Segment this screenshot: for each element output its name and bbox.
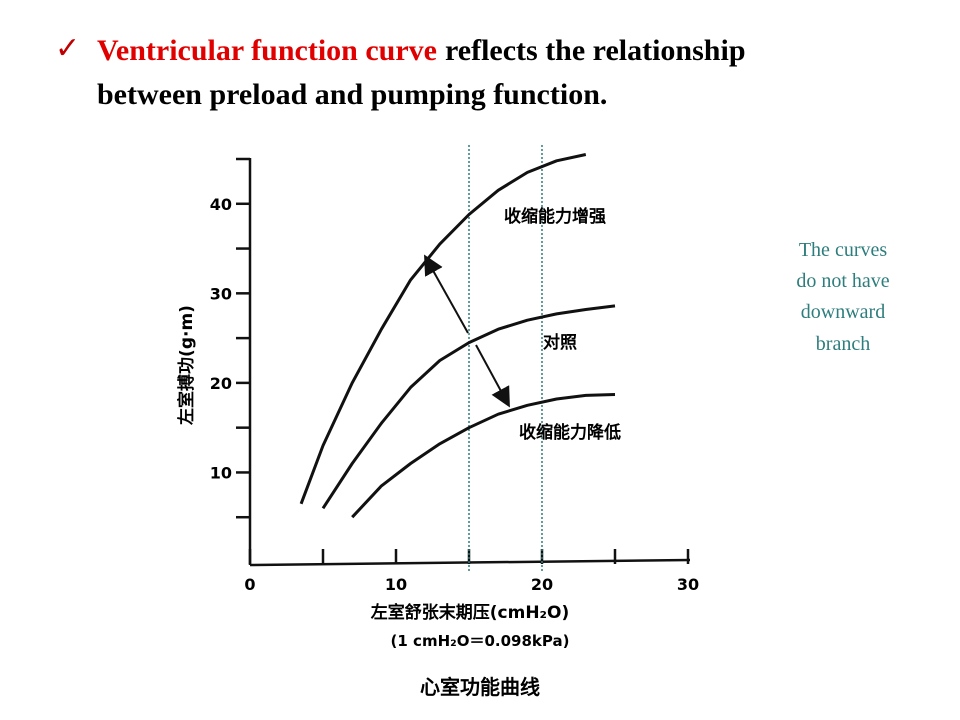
- y-tick-label: 20: [210, 374, 232, 393]
- bullet-line: Ventricular function curve reflects the r…: [97, 34, 746, 67]
- y-tick-label: 40: [210, 195, 232, 214]
- curve-label: 收缩能力增强: [504, 206, 606, 227]
- curve: [321, 304, 616, 510]
- note-line: downward: [801, 301, 885, 323]
- curve-label: 对照: [543, 332, 577, 353]
- y-tick-label: 10: [210, 463, 232, 482]
- x-tick-label: 0: [244, 575, 255, 594]
- x-axis-label: 左室舒张末期压(cmH₂O): [371, 602, 569, 623]
- curve: [351, 393, 616, 519]
- check-mark: ✓: [55, 31, 80, 66]
- chart-title: 心室功能曲线: [420, 675, 540, 699]
- arrow: [424, 254, 469, 334]
- curve-label: 收缩能力降低: [519, 422, 621, 443]
- highlight: Ventricular function curve: [97, 34, 437, 67]
- y-tick-label: 30: [210, 284, 232, 303]
- note-line: The curves: [799, 239, 888, 261]
- note-line: branch: [816, 333, 870, 355]
- arrow: [475, 344, 510, 408]
- bullet-text: between preload and pumping function.: [97, 78, 607, 111]
- curve: [299, 153, 587, 505]
- bullet-text: reflects the relationship: [445, 34, 746, 67]
- x-tick-label: 20: [531, 575, 553, 594]
- x-tick-label: 10: [385, 575, 407, 594]
- y-axis-label: 左室搏功(g·m): [176, 305, 197, 425]
- x-axis-note: (1 cmH₂O＝0.098kPa): [391, 632, 570, 650]
- x-tick-label: 30: [677, 575, 699, 594]
- note-line: do not have: [796, 270, 889, 292]
